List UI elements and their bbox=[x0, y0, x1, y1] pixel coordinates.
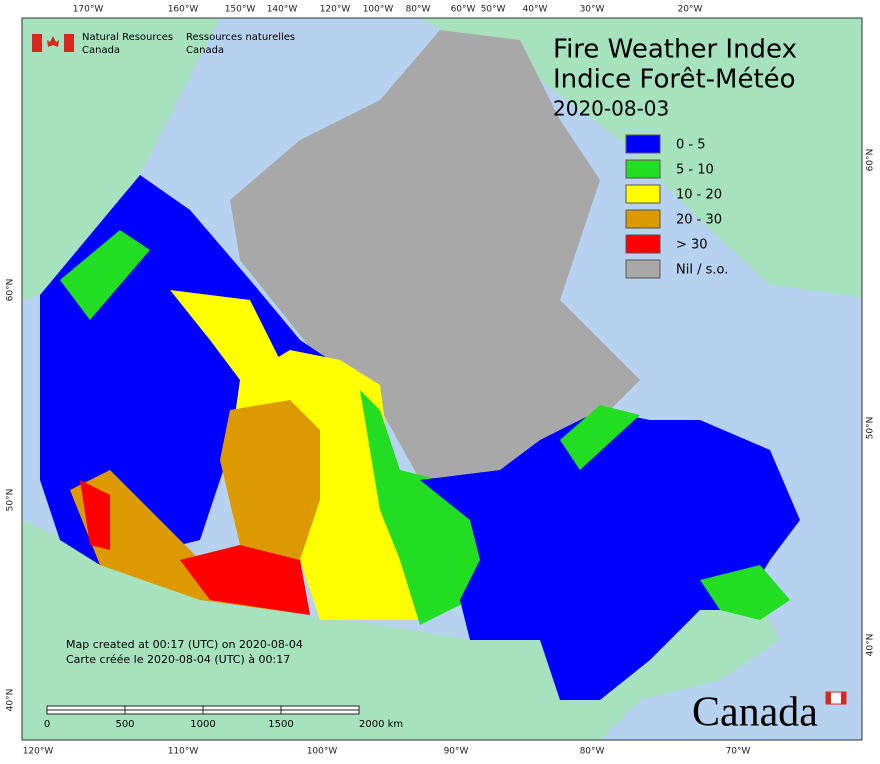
scale-segment bbox=[46, 705, 126, 711]
latitude-label: 50°N bbox=[6, 489, 16, 512]
longitude-label: 40°W bbox=[523, 5, 548, 15]
longitude-label: 100°W bbox=[363, 5, 394, 15]
scale-segment bbox=[124, 709, 204, 715]
legend-label: 0 - 5 bbox=[676, 138, 706, 153]
legend-label: > 30 bbox=[676, 238, 708, 253]
legend-label: 20 - 30 bbox=[676, 213, 722, 228]
longitude-label: 80°W bbox=[406, 5, 431, 15]
graticule-labels: 170°W 160°W 150°W 140°W 120°W 100°W 80°W 60°W 50… bbox=[6, 5, 876, 757]
longitude-label: 80°W bbox=[580, 747, 605, 757]
longitude-label: 90°W bbox=[444, 747, 469, 757]
longitude-label: 50°W bbox=[481, 5, 506, 15]
scale-label: 0 bbox=[44, 719, 50, 730]
fwi-east bbox=[420, 410, 800, 700]
flag-bar bbox=[826, 692, 831, 704]
latitude-label: 40°N bbox=[866, 634, 876, 657]
legend-label: 10 - 20 bbox=[676, 188, 722, 203]
agency-en: Canada bbox=[82, 45, 120, 56]
longitude-label: 70°W bbox=[726, 747, 751, 757]
fwi-maritimes bbox=[700, 565, 790, 620]
maple-leaf bbox=[47, 36, 59, 47]
flag-bar bbox=[64, 34, 74, 52]
fwi-prairie-mid bbox=[220, 400, 320, 560]
legend-swatch bbox=[625, 134, 661, 154]
fwi-nwt bbox=[170, 290, 280, 380]
scale-segment bbox=[280, 705, 360, 711]
alaska bbox=[22, 18, 220, 300]
agency-fr: Ressources naturelles bbox=[186, 32, 295, 43]
longitude-label: 30°W bbox=[580, 5, 605, 15]
flag-bar bbox=[841, 692, 846, 704]
latitude-label: 60°N bbox=[866, 149, 876, 172]
legend-swatch bbox=[625, 234, 661, 254]
nrcan-logo bbox=[32, 34, 74, 52]
latitude-label: 60°N bbox=[6, 279, 16, 302]
legend-label: 5 - 10 bbox=[676, 163, 714, 178]
fwi-quebec-north bbox=[560, 405, 640, 470]
legend-swatch bbox=[625, 184, 661, 204]
us-northeast bbox=[548, 600, 780, 740]
scale-segment bbox=[202, 705, 282, 711]
longitude-label: 20°W bbox=[678, 5, 703, 15]
longitude-label: 120°W bbox=[23, 747, 54, 757]
scale-label: 500 bbox=[115, 719, 134, 730]
latitude-label: 40°N bbox=[6, 689, 16, 712]
longitude-label: 170°W bbox=[73, 5, 104, 15]
greenland bbox=[420, 18, 862, 298]
flag-bar bbox=[32, 34, 42, 52]
agency-fr: Canada bbox=[186, 45, 224, 56]
legend-swatch bbox=[625, 209, 661, 229]
scale-label: 2000 km bbox=[359, 719, 403, 730]
legend-swatch bbox=[625, 259, 661, 279]
scale-segment bbox=[46, 709, 126, 715]
united-states bbox=[22, 520, 560, 740]
canada-wordmark: Canada bbox=[692, 690, 847, 736]
title: Indice Forêt-Météo bbox=[553, 65, 796, 95]
longitude-label: 150°W bbox=[225, 5, 256, 15]
wordmark: Canada bbox=[692, 690, 818, 736]
fwi-bc-hot bbox=[80, 480, 110, 550]
longitude-label: 110°W bbox=[168, 747, 199, 757]
scale-segment bbox=[202, 709, 282, 715]
agency-en: Natural Resources bbox=[82, 32, 173, 43]
footnote: Map created at 00:17 (UTC) on 2020-08-04 bbox=[66, 638, 303, 651]
map-body bbox=[22, 18, 862, 740]
latitude-label: 50°N bbox=[866, 417, 876, 440]
legend-label: Nil / s.o. bbox=[676, 263, 728, 278]
longitude-label: 160°W bbox=[168, 5, 199, 15]
fwi-prairie-south bbox=[180, 545, 310, 615]
longitude-label: 120°W bbox=[320, 5, 351, 15]
legend: 0 - 5 5 - 10 10 - 20 20 - 30 > 30 Nil / s.o. bbox=[625, 134, 728, 279]
scale-label: 1500 bbox=[268, 719, 293, 730]
scale-label: 1000 bbox=[190, 719, 215, 730]
scale-segment bbox=[280, 709, 360, 715]
fwi-manitoba bbox=[360, 390, 480, 625]
longitude-label: 60°W bbox=[451, 5, 476, 15]
date: 2020-08-03 bbox=[553, 97, 669, 121]
fwi-yukon bbox=[60, 230, 150, 320]
title: Fire Weather Index bbox=[553, 35, 797, 65]
scale-bar: 0 500 1000 1500 2000 km bbox=[44, 705, 403, 730]
footnote: Carte créée le 2020-08-04 (UTC) à 00:17 bbox=[66, 653, 290, 666]
frame bbox=[21, 17, 863, 741]
longitude-label: 140°W bbox=[267, 5, 298, 15]
scale-segment bbox=[124, 705, 204, 711]
longitude-label: 100°W bbox=[307, 747, 338, 757]
legend-swatch bbox=[625, 159, 661, 179]
